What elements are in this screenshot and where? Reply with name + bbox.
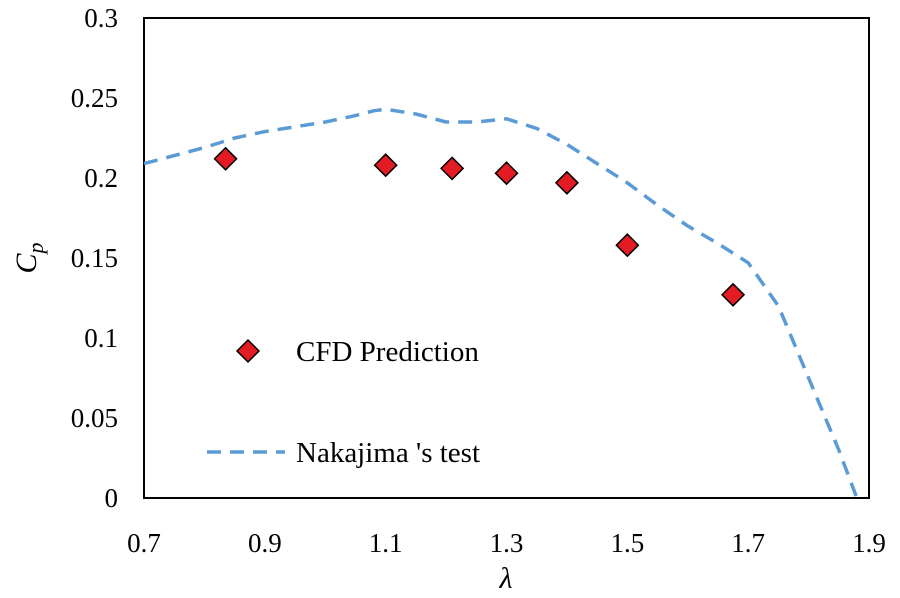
x-tick-label: 1.3 [490, 528, 524, 558]
cfd-data-point [440, 156, 465, 181]
x-tick-label: 0.9 [248, 528, 282, 558]
x-tick-label: 1.7 [731, 528, 765, 558]
legend: CFD Prediction Nakajima 's test [207, 336, 480, 469]
y-tick-label: 0.3 [84, 3, 118, 33]
y-tick-label: 0.15 [71, 243, 118, 273]
y-tick-label: 0.2 [84, 163, 118, 193]
y-tick-labels: 0 0.05 0.1 0.15 0.2 0.25 0.3 [71, 3, 118, 513]
y-axis-title-sub: p [23, 242, 48, 255]
x-tick-labels: 0.7 0.9 1.1 1.3 1.5 1.7 1.9 [127, 528, 886, 558]
cfd-data-point [554, 170, 579, 195]
x-tick-label: 1.5 [610, 528, 644, 558]
x-tick-label: 0.7 [127, 528, 161, 558]
x-axis-title: λ [499, 562, 513, 595]
legend-cfd-label: CFD Prediction [296, 336, 479, 368]
plot-area-frame [143, 17, 870, 499]
series-layer [143, 107, 859, 499]
cfd-data-point [721, 282, 746, 307]
legend-nakajima-label: Nakajima 's test [296, 437, 480, 469]
cfd-data-point [213, 146, 238, 171]
series-line-nakajima [143, 107, 859, 499]
y-axis-title-main: C [10, 253, 43, 274]
y-tick-label: 0.25 [71, 83, 118, 113]
y-tick-label: 0.1 [84, 323, 118, 353]
cfd-data-point [494, 161, 519, 186]
y-axis-title: Cp [10, 242, 48, 273]
cfd-data-point [615, 233, 640, 258]
cfd-data-point [373, 153, 398, 178]
y-tick-label: 0 [105, 483, 119, 513]
y-tick-label: 0.05 [71, 403, 118, 433]
legend-cfd-marker [235, 338, 261, 364]
x-tick-label: 1.9 [852, 528, 886, 558]
x-tick-label: 1.1 [369, 528, 403, 558]
